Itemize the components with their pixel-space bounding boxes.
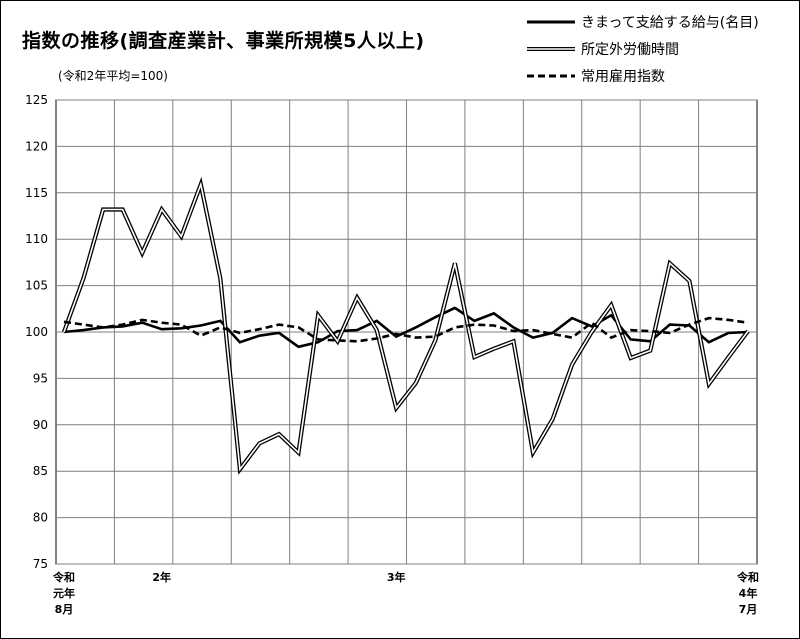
x-label-end-line1: 令和 xyxy=(737,571,759,584)
x-label-start-line1: 令和 xyxy=(53,571,75,584)
chart-subtitle: (令和2年平均=100) xyxy=(58,69,168,83)
series-group xyxy=(62,176,750,475)
y-tick-label: 75 xyxy=(33,557,48,571)
x-label-year-3: 3年 xyxy=(386,571,406,584)
y-tick-label: 115 xyxy=(25,186,48,200)
x-label-start-line3: 8月 xyxy=(54,603,74,616)
y-tick-label: 85 xyxy=(33,464,48,478)
y-tick-label: 80 xyxy=(33,511,48,525)
y-tick-label: 95 xyxy=(33,371,48,385)
chart-title: 指数の推移(調査産業計、事業所規模5人以上) xyxy=(22,30,425,52)
legend-label-employment: 常用雇用指数 xyxy=(581,68,665,85)
series-line-wages xyxy=(63,306,749,349)
legend-label-overtime: 所定外労働時間 xyxy=(581,41,679,58)
legend-item-employment: 常用雇用指数 xyxy=(527,62,792,89)
y-axis: 75 80 85 90 95 100 105 110 115 120 125 xyxy=(25,93,48,571)
legend-swatch-dashed xyxy=(527,74,575,77)
y-tick-label: 90 xyxy=(33,418,48,432)
x-label-end: 令和 4年 7月 xyxy=(728,570,768,618)
series-line-overtime-inner xyxy=(63,181,749,472)
x-label-year-2: 2年 xyxy=(152,571,172,584)
legend-item-overtime: 所定外労働時間 xyxy=(527,35,792,62)
y-tick-label: 120 xyxy=(25,139,48,153)
x-label-end-line2: 4年 xyxy=(738,587,758,600)
y-tick-label: 110 xyxy=(25,232,48,246)
y-tick-label: 105 xyxy=(25,279,48,293)
x-label-end-line3: 7月 xyxy=(738,603,758,616)
legend: きまって支給する給与(名目) 所定外労働時間 常用雇用指数 xyxy=(527,8,792,89)
y-tick-label: 125 xyxy=(25,93,48,107)
legend-item-wages: きまって支給する給与(名目) xyxy=(527,8,792,35)
series-line-employment xyxy=(63,316,749,343)
legend-swatch-solid xyxy=(527,20,575,23)
grid xyxy=(55,99,758,565)
legend-label-wages: きまって支給する給与(名目) xyxy=(581,14,759,31)
y-tick-label: 100 xyxy=(25,325,48,339)
x-label-start: 令和 元年 8月 xyxy=(44,570,84,618)
legend-swatch-double xyxy=(527,46,575,51)
x-label-start-line2: 元年 xyxy=(53,587,75,600)
